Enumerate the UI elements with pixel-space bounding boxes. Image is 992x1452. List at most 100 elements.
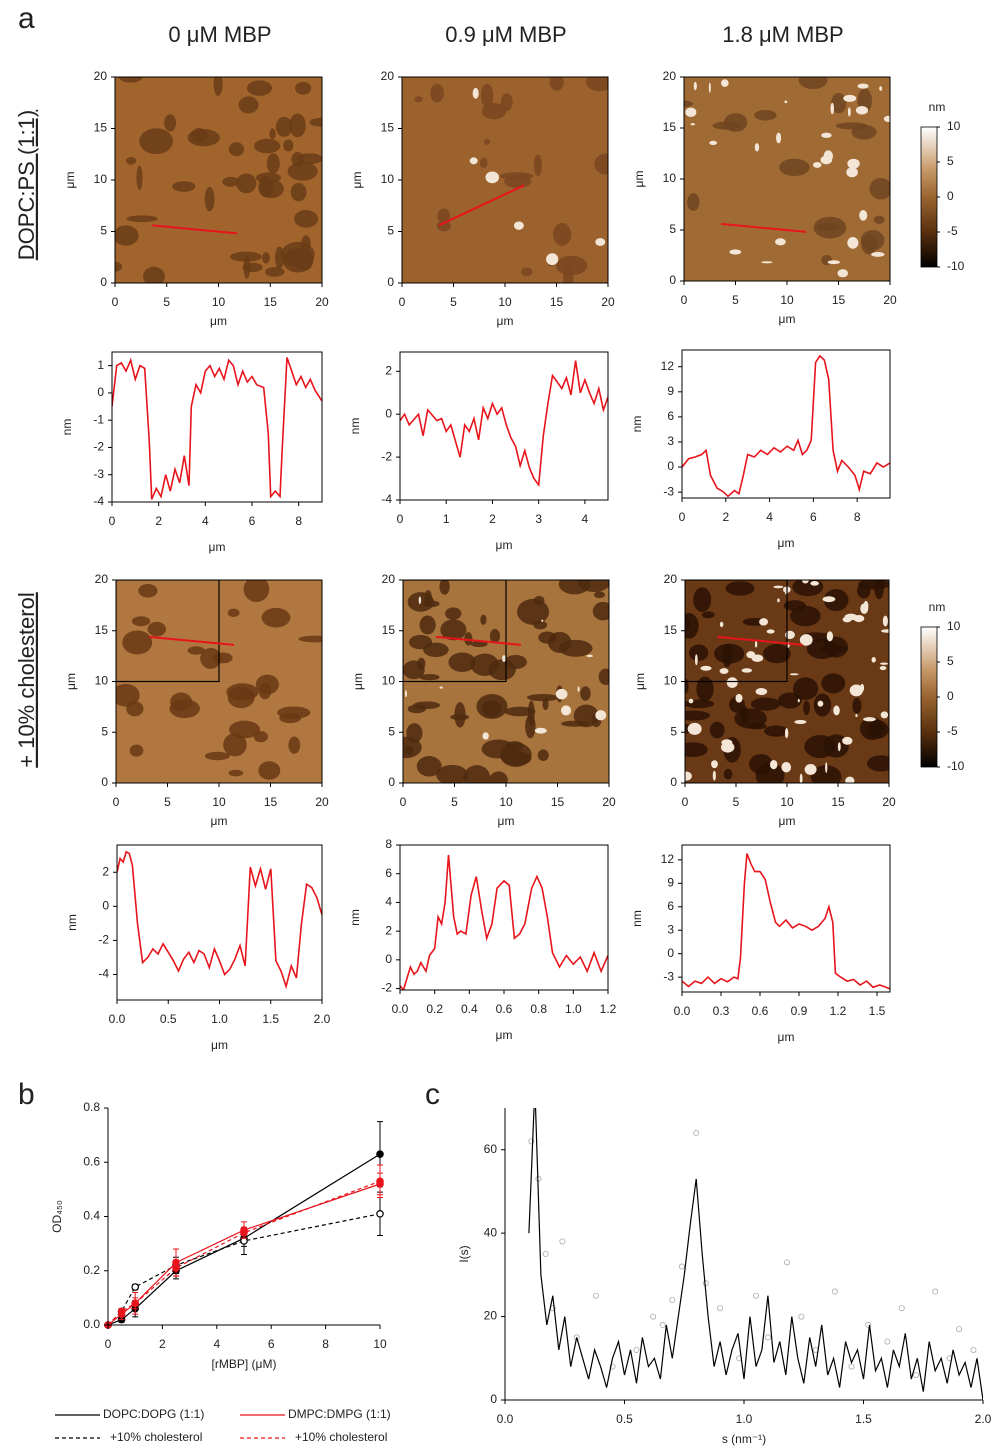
- aggregate: [546, 253, 559, 266]
- aggregate: [694, 654, 698, 666]
- domain: [288, 736, 301, 754]
- y-axis-label: OD₄₅₀: [50, 1200, 64, 1233]
- y-tick-label: 0: [667, 946, 674, 960]
- domain: [261, 607, 291, 628]
- y-tick-label: 20: [94, 69, 108, 83]
- marker: [131, 1299, 140, 1308]
- domain: [585, 77, 608, 92]
- inset: [116, 580, 220, 683]
- scatter-point: [865, 1321, 872, 1328]
- domain: [504, 706, 536, 717]
- domain: [823, 589, 849, 612]
- domain: [810, 765, 842, 783]
- aggregate: [859, 210, 868, 221]
- x-tick-label: 1.0: [565, 1002, 582, 1016]
- domain: [283, 139, 294, 152]
- aggregate: [855, 713, 858, 718]
- domain: [685, 742, 708, 758]
- domain: [577, 580, 609, 592]
- y-tick-label: 20: [382, 572, 396, 586]
- aggregate: [871, 252, 885, 257]
- domain: [204, 751, 231, 761]
- y-tick-label: 1: [97, 358, 104, 372]
- column-title: 0 μM MBP: [168, 22, 271, 47]
- y-tick-label: 10: [382, 674, 396, 688]
- frame: [116, 844, 323, 1001]
- x-tick-label: 0: [109, 514, 116, 528]
- aggregate: [439, 686, 443, 689]
- x-tick-label: 8: [322, 1337, 329, 1351]
- colorbar-tick-label: 0: [947, 189, 954, 203]
- scatter-point: [884, 1338, 891, 1345]
- x-tick-label: 5: [163, 295, 170, 309]
- x-tick-label: 0.9: [791, 1004, 808, 1018]
- domain: [687, 193, 700, 211]
- y-tick-label: 6: [385, 866, 392, 880]
- y-tick-label: -4: [381, 492, 392, 506]
- aggregate: [754, 640, 758, 648]
- domain: [126, 215, 158, 223]
- aggregate: [741, 668, 753, 673]
- scatter-point: [798, 1313, 805, 1320]
- aggregate: [823, 150, 833, 162]
- x-tick-label: 1.2: [830, 1004, 847, 1018]
- domain: [228, 142, 245, 157]
- domain: [482, 701, 491, 714]
- domain: [287, 161, 318, 181]
- domain: [580, 686, 591, 701]
- aggregate: [595, 238, 606, 246]
- x-tick-label: 15: [264, 295, 278, 309]
- aggregate: [776, 132, 782, 144]
- aggregate: [690, 123, 695, 126]
- domain: [685, 710, 711, 721]
- domain: [723, 768, 733, 780]
- aggregate: [845, 776, 855, 783]
- domain: [500, 742, 532, 767]
- y-tick-label: 0: [387, 275, 394, 289]
- x-tick-label: 0: [112, 295, 119, 309]
- domain: [295, 81, 312, 95]
- domain: [269, 128, 276, 140]
- aggregate: [700, 665, 712, 671]
- aggregate: [534, 727, 547, 734]
- aggregate: [761, 261, 773, 264]
- aggregate: [842, 736, 853, 745]
- x-tick-label: 0.0: [392, 1002, 409, 1016]
- aggregate: [880, 662, 889, 665]
- data-line: [682, 853, 890, 990]
- y-tick-label: 5: [387, 224, 394, 238]
- x-axis-label: μm: [778, 536, 795, 550]
- y-tick-label: 5: [101, 724, 108, 738]
- x-tick-label: 4: [202, 514, 209, 528]
- domain: [187, 646, 205, 655]
- domain: [470, 640, 488, 648]
- x-tick-label: 8: [854, 510, 861, 524]
- aggregate: [784, 727, 789, 739]
- domain: [448, 652, 477, 673]
- y-tick-label: 20: [381, 69, 395, 83]
- x-axis-label: [rMBP] (μM): [212, 1357, 277, 1371]
- x-tick-label: 0.0: [674, 1004, 691, 1018]
- domain: [684, 100, 693, 108]
- aggregate: [883, 115, 890, 123]
- aggregate: [754, 143, 760, 152]
- y-tick-label: 20: [664, 572, 678, 586]
- domain: [264, 266, 285, 277]
- x-tick-label: 1.0: [211, 1012, 228, 1026]
- aggregate: [849, 684, 864, 697]
- domain: [817, 222, 841, 231]
- frame: [399, 844, 609, 991]
- y-tick-label: 5: [670, 724, 677, 738]
- domain: [212, 652, 233, 664]
- marker: [376, 1177, 384, 1186]
- aggregate: [817, 700, 824, 707]
- y-tick-label: 0.2: [83, 1263, 100, 1277]
- domain: [294, 210, 319, 228]
- marker: [117, 1307, 126, 1316]
- aggregate: [502, 655, 506, 663]
- x-tick-label: 1.5: [869, 1004, 886, 1018]
- frame: [399, 351, 609, 501]
- x-tick-label: 2: [159, 1337, 166, 1351]
- domain: [734, 708, 767, 729]
- x-axis-label: μm: [496, 1028, 513, 1042]
